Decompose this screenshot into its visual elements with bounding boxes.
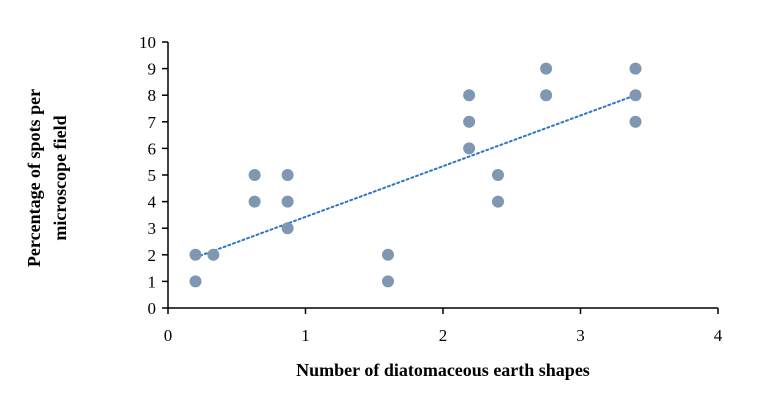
- svg-text:Percentage of spots per: Percentage of spots per: [24, 89, 44, 267]
- y-tick-label: 6: [148, 139, 157, 158]
- data-point: [248, 169, 261, 181]
- y-tick-label: 9: [148, 60, 157, 79]
- data-point: [492, 195, 504, 208]
- y-tick-label: 4: [148, 193, 157, 212]
- x-tick-label: 4: [714, 326, 723, 345]
- data-point: [189, 275, 202, 288]
- data-point: [281, 169, 294, 181]
- data-point: [463, 89, 476, 102]
- data-point: [281, 222, 294, 235]
- x-tick-labels: 0 1 2 3 4: [164, 326, 723, 345]
- data-point: [382, 275, 394, 288]
- y-tick-label: 1: [148, 272, 157, 291]
- data-point: [540, 89, 553, 102]
- x-axis-title: Number of diatomaceous earth shapes: [296, 360, 590, 380]
- y-tick-label: 3: [148, 219, 157, 238]
- y-tick-label: 2: [148, 246, 157, 265]
- y-tick-label: 5: [148, 166, 157, 185]
- data-point: [492, 169, 504, 181]
- y-tick-label: 7: [148, 113, 157, 132]
- x-tick-label: 2: [439, 326, 448, 345]
- y-tick-labels: 0 1 2 3 4 5 6 7 8 9 10: [139, 33, 157, 318]
- data-point: [629, 89, 642, 102]
- y-tick-label: 10: [139, 33, 156, 52]
- data-point: [382, 248, 394, 261]
- data-point: [463, 115, 476, 128]
- trendline-path: [194, 94, 637, 259]
- trendline: [194, 94, 637, 259]
- data-point: [248, 195, 261, 208]
- data-point: [629, 62, 642, 75]
- data-point: [189, 248, 202, 261]
- y-tick-label: 8: [148, 86, 157, 105]
- data-point: [540, 62, 553, 75]
- data-point: [207, 248, 220, 261]
- axes: [162, 41, 719, 314]
- x-tick-label: 3: [576, 326, 585, 345]
- y-axis-title: Percentage of spots per microscope field: [24, 89, 70, 267]
- x-tick-label: 0: [164, 326, 173, 345]
- svg-text:microscope field: microscope field: [50, 115, 70, 240]
- data-point: [463, 142, 476, 155]
- x-tick-label: 1: [301, 326, 310, 345]
- y-tick-label: 0: [148, 299, 157, 318]
- data-point: [629, 115, 642, 128]
- data-points: [189, 62, 642, 288]
- data-point: [281, 195, 294, 208]
